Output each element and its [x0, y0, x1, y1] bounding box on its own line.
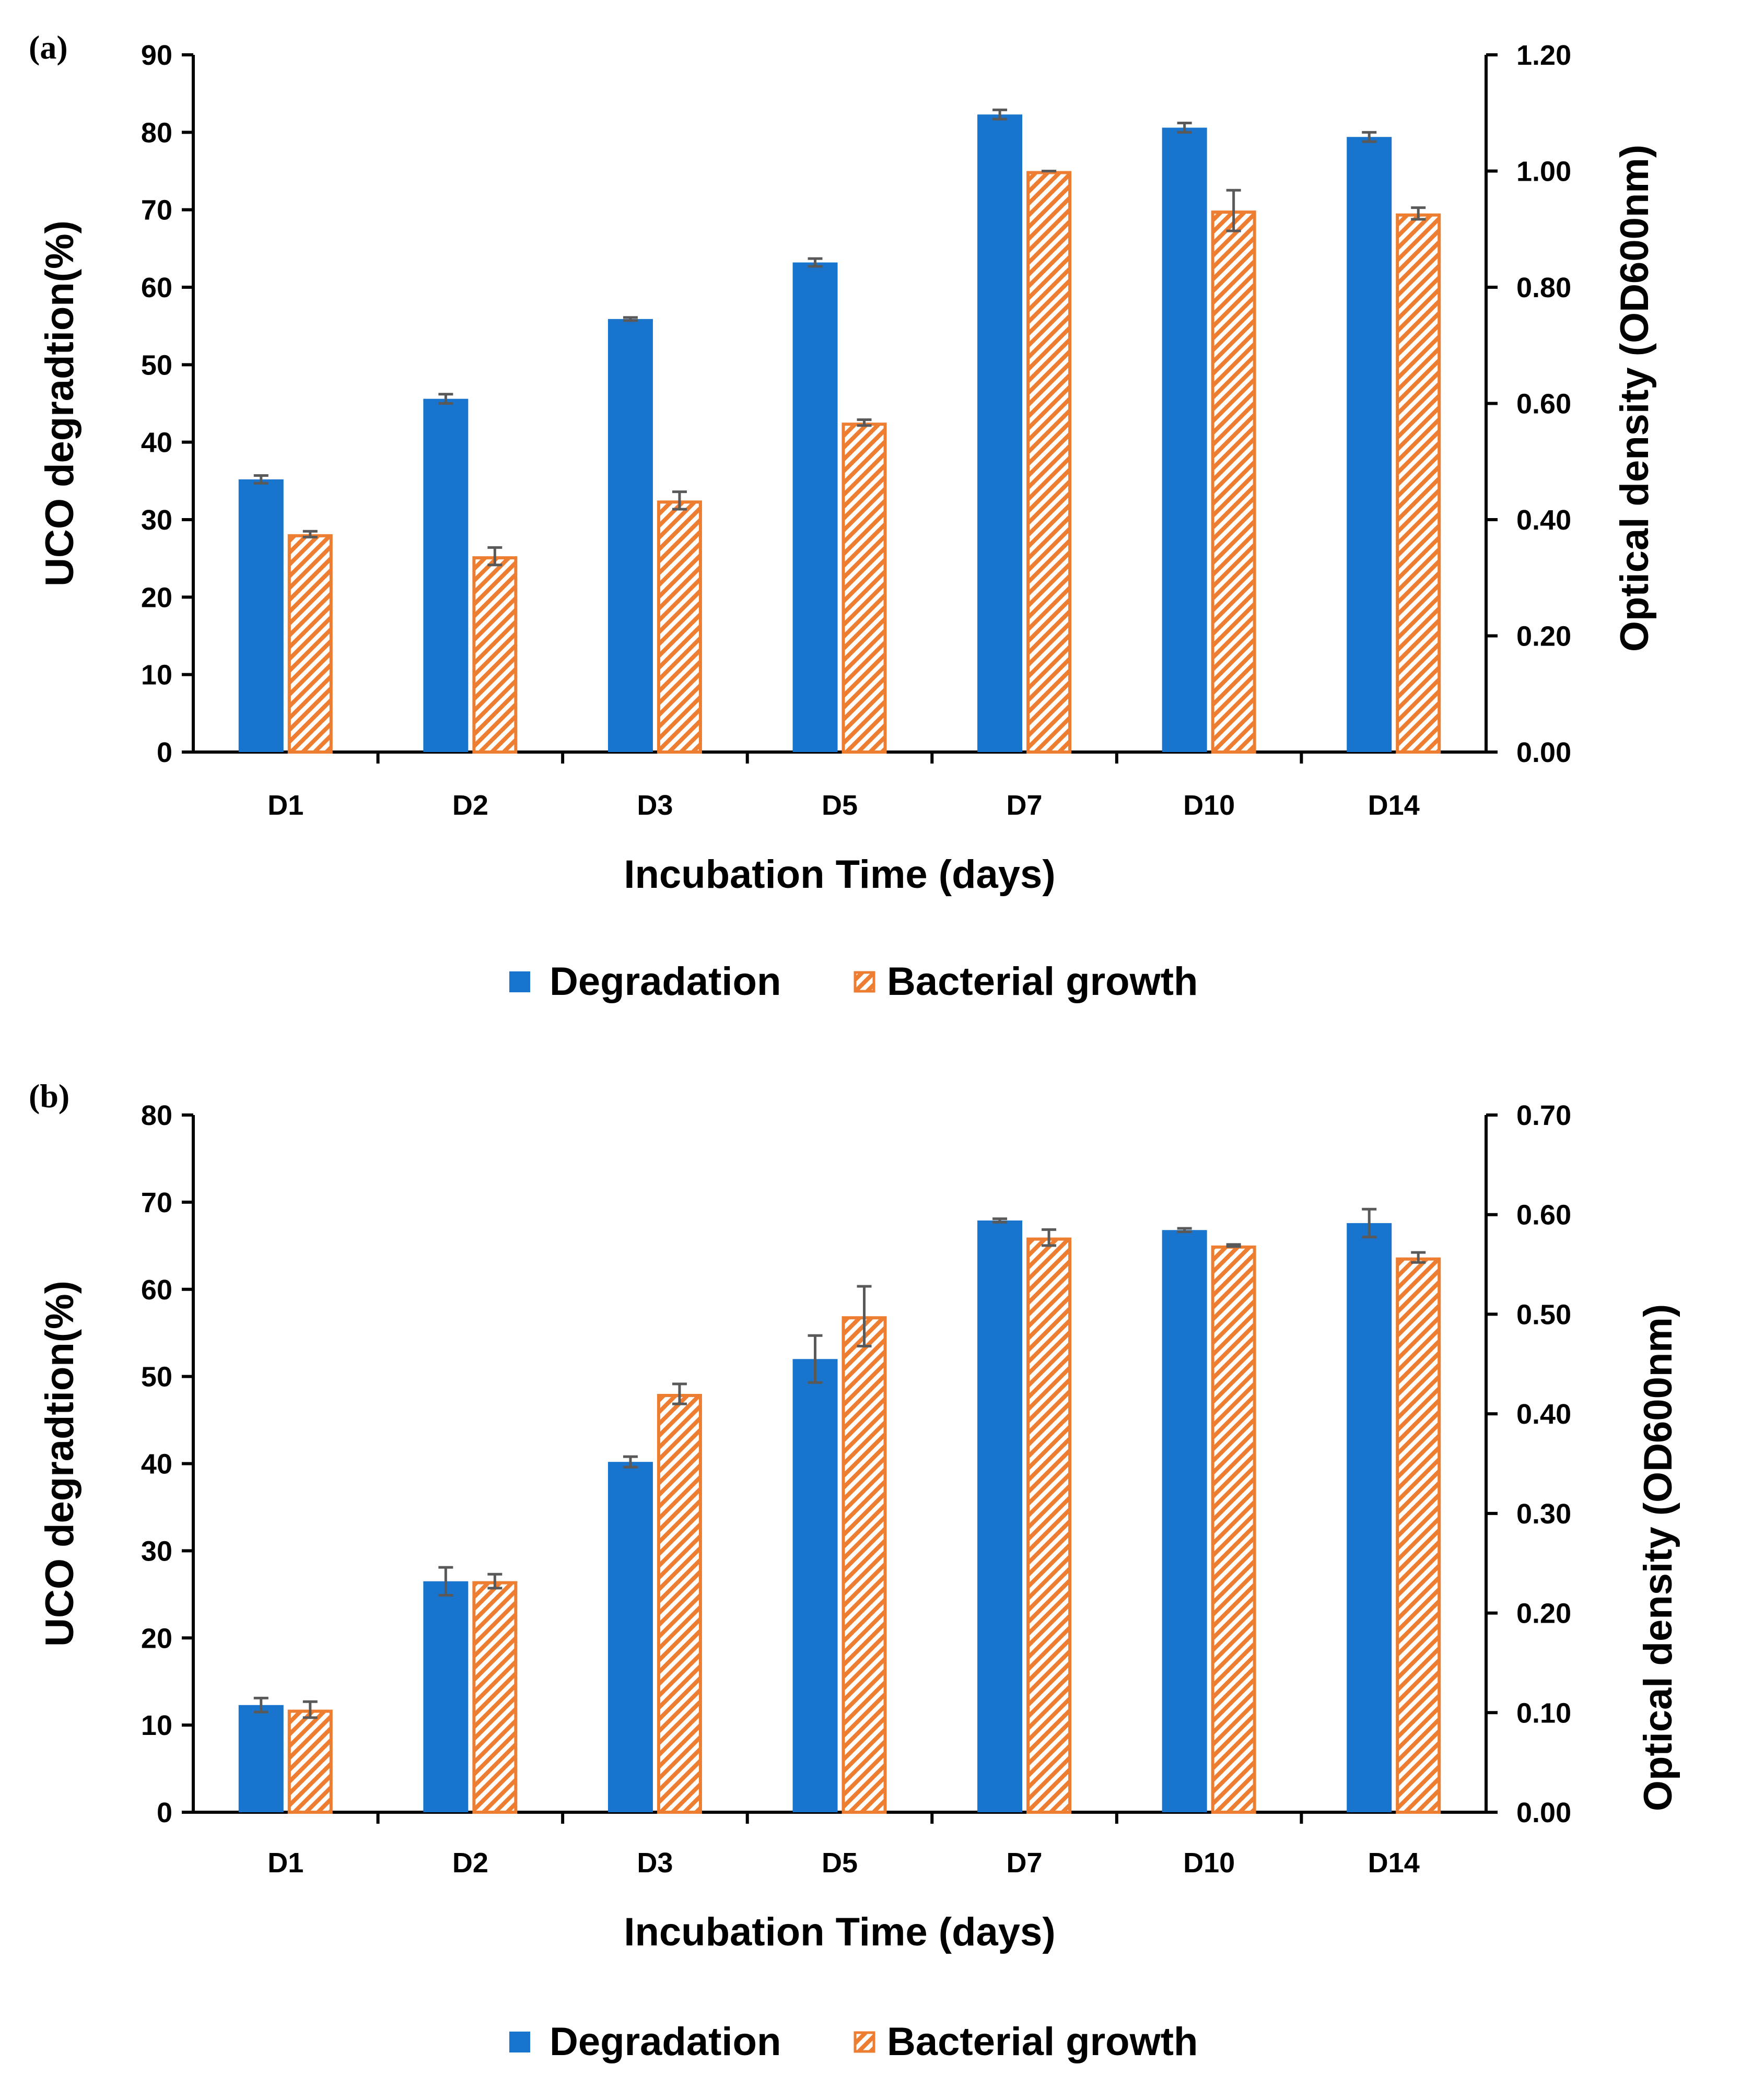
y2-tick-label: 0.00	[1516, 1797, 1571, 1828]
bar-degradation-d14	[1347, 1223, 1392, 1812]
y-tick-label: 90	[141, 40, 172, 71]
bar-degradation-d10	[1162, 1230, 1207, 1812]
y-tick-label: 70	[141, 195, 172, 226]
y-tick-label: 60	[141, 272, 172, 303]
bar-bacterial-growth-d3	[657, 500, 702, 754]
bar-bacterial-growth-d10	[1211, 210, 1256, 754]
chart-panel-b: (b) 0 10 20 30 40 50 60 70 80 0.00 0.10 0.20 0.30 0.40…	[29, 1077, 1680, 2064]
bar-degradation-d5	[792, 262, 838, 752]
x-axis-title: Incubation Time (days)	[624, 852, 1055, 897]
y-tick-label: 80	[141, 117, 172, 148]
y-tick-label: 40	[141, 427, 172, 459]
bar-degradation-d2	[423, 1581, 469, 1812]
bar-bacterial-growth-d7	[1026, 1237, 1072, 1814]
bar-bacterial-growth-d10	[1211, 1245, 1256, 1814]
x-tick-label: D3	[637, 790, 673, 821]
x-axis-title: Incubation Time (days)	[624, 1910, 1055, 1954]
x-tick-label: D10	[1183, 790, 1235, 821]
y-tick-label: 80	[141, 1100, 172, 1131]
x-tick-label: D2	[452, 790, 488, 821]
legend-label-degradation: Degradation	[550, 2020, 781, 2064]
y2-tick-label: 0.30	[1516, 1498, 1571, 1530]
legend-swatch-bacterial-growth	[854, 2031, 875, 2053]
y2-tick-label: 0.70	[1516, 1100, 1571, 1131]
bar-bacterial-growth-d3	[657, 1394, 702, 1814]
y-tick-label: 60	[141, 1274, 172, 1306]
x-tick-label: D5	[822, 790, 858, 821]
bar-bacterial-growth-d7	[1026, 171, 1072, 754]
y2-tick-label: 1.00	[1516, 156, 1571, 187]
x-tick-label: D2	[452, 1847, 488, 1879]
y2-tick-label: 0.60	[1516, 1200, 1571, 1231]
y2-tick-label: 0.40	[1516, 1399, 1571, 1430]
y2-tick-label: 0.40	[1516, 505, 1571, 536]
bar-degradation-d1	[238, 1705, 284, 1812]
legend: Degradation Bacterial growth	[509, 959, 1198, 1004]
x-tick-label: D3	[637, 1847, 673, 1879]
y2-tick-label: 0.20	[1516, 1598, 1571, 1629]
y-tick-label: 30	[141, 1535, 172, 1567]
x-tick-label: D14	[1368, 790, 1420, 821]
y-tick-label: 10	[141, 660, 172, 691]
legend-label-bacterial-growth: Bacterial growth	[887, 2020, 1198, 2064]
x-tick-label: D5	[822, 1847, 858, 1879]
bar-bacterial-growth-d14	[1396, 213, 1441, 754]
x-tick-label: D7	[1007, 790, 1043, 821]
y-tick-label: 20	[141, 1623, 172, 1654]
bar-degradation-d7	[977, 1220, 1023, 1812]
y-tick-label: 10	[141, 1710, 172, 1741]
bar-degradation-d3	[607, 1462, 653, 1812]
bar-degradation-d7	[977, 114, 1023, 752]
y2-axis-title: Optical density (OD600nm)	[1613, 145, 1657, 652]
legend-swatch-degradation	[509, 971, 530, 992]
bar-bacterial-growth-d2	[472, 556, 518, 754]
y2-tick-label: 0.20	[1516, 621, 1571, 652]
bar-bacterial-growth-d14	[1396, 1257, 1441, 1814]
bar-bacterial-growth-d1	[287, 1709, 333, 1814]
bar-degradation-d5	[792, 1359, 838, 1812]
y-axis-title: UCO degradtion(%)	[38, 220, 82, 586]
bar-degradation-d14	[1347, 137, 1392, 752]
x-tick-label: D14	[1368, 1847, 1420, 1879]
panel-label: (a)	[29, 29, 68, 66]
bar-degradation-d1	[238, 479, 284, 752]
bar-degradation-d3	[607, 319, 653, 752]
y-tick-label: 30	[141, 505, 172, 536]
x-tick-label: D7	[1007, 1847, 1043, 1879]
x-tick-label: D1	[267, 790, 303, 821]
y2-axis-title: Optical density (OD600nm)	[1636, 1304, 1680, 1811]
legend-label-bacterial-growth: Bacterial growth	[887, 959, 1198, 1004]
y2-tick-label: 0.50	[1516, 1299, 1571, 1330]
x-tick-label: D1	[267, 1847, 303, 1879]
y-tick-label: 40	[141, 1449, 172, 1480]
legend-swatch-bacterial-growth	[854, 971, 875, 993]
y-tick-label: 50	[141, 349, 172, 381]
legend-label-degradation: Degradation	[550, 959, 781, 1004]
y-tick-label: 0	[157, 737, 172, 768]
legend-swatch-degradation	[509, 2032, 530, 2052]
y2-tick-label: 0.10	[1516, 1697, 1571, 1729]
y2-tick-label: 1.20	[1516, 40, 1571, 71]
bar-degradation-d10	[1162, 127, 1207, 752]
legend: Degradation Bacterial growth	[509, 2020, 1198, 2064]
x-tick-label: D10	[1183, 1847, 1235, 1879]
bar-bacterial-growth-d5	[842, 423, 887, 754]
chart-panel-a: (a) 0 10 20 30 40 50 60 70 80 90 0.00 0.20 0.40 0.60 0.…	[29, 29, 1657, 1004]
y2-tick-label: 0.80	[1516, 272, 1571, 303]
bar-bacterial-growth-d1	[287, 534, 333, 754]
bar-bacterial-growth-d5	[842, 1316, 887, 1814]
y-tick-label: 70	[141, 1187, 172, 1218]
y2-tick-label: 0.00	[1516, 737, 1571, 768]
panel-label: (b)	[29, 1077, 69, 1114]
bar-degradation-d2	[423, 398, 469, 752]
y-tick-label: 20	[141, 582, 172, 613]
y-tick-label: 50	[141, 1362, 172, 1393]
bar-bacterial-growth-d2	[472, 1581, 518, 1814]
y-axis-title: UCO degradtion(%)	[38, 1281, 82, 1647]
y-tick-label: 0	[157, 1797, 172, 1828]
y2-tick-label: 0.60	[1516, 389, 1571, 420]
